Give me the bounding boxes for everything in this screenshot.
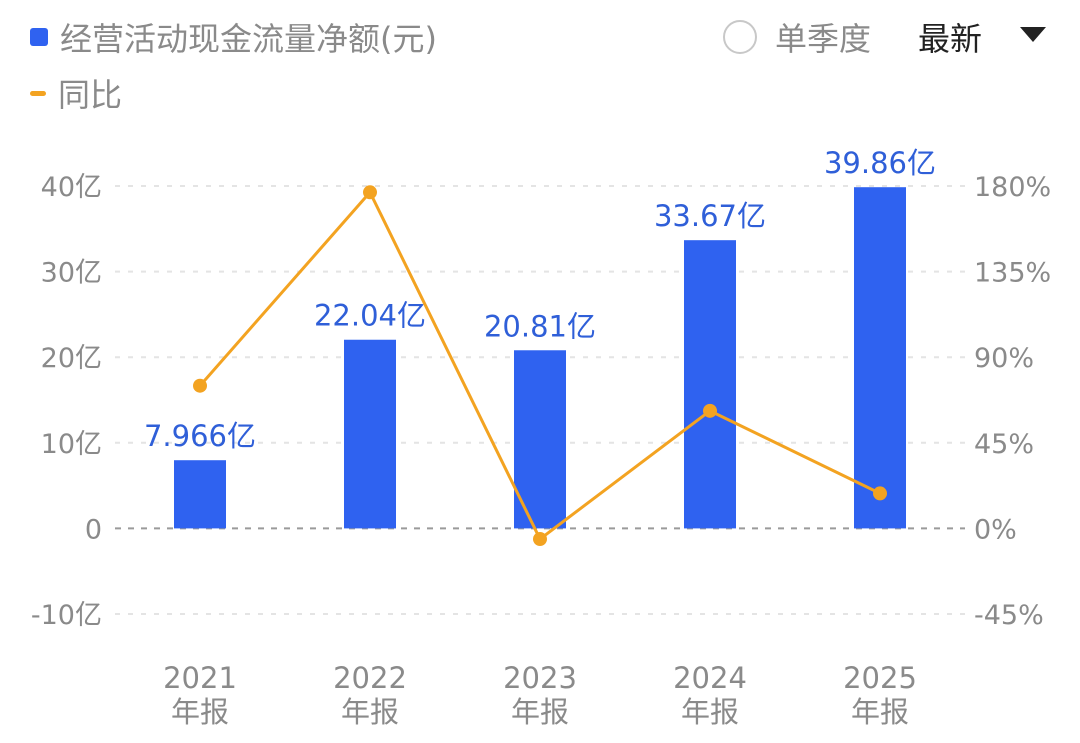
x-axis-year-label: 2024 bbox=[673, 661, 747, 695]
right-axis-tick-label: 180% bbox=[974, 172, 1051, 203]
x-axis-period-label: 年报 bbox=[511, 695, 569, 729]
bar-data-label: 22.04亿 bbox=[314, 299, 426, 333]
right-axis-tick-label: -45% bbox=[974, 600, 1044, 631]
chevron-down-icon[interactable] bbox=[1020, 27, 1046, 42]
x-axis-period-label: 年报 bbox=[171, 695, 229, 729]
yoy-point bbox=[873, 486, 887, 501]
bar bbox=[854, 187, 906, 529]
bar-data-label: 20.81亿 bbox=[484, 309, 596, 343]
right-axis-tick-label: 135% bbox=[974, 258, 1051, 289]
x-axis-period-label: 年报 bbox=[341, 695, 399, 729]
quarter-radio-button[interactable] bbox=[723, 20, 757, 54]
bar bbox=[514, 350, 566, 529]
legend-bar-label: 经营活动现金流量净额(元) bbox=[60, 20, 437, 58]
bar-data-label: 39.86亿 bbox=[824, 146, 936, 180]
legend-bar-swatch bbox=[30, 28, 48, 46]
left-axis-tick-label: -10亿 bbox=[31, 600, 102, 631]
x-axis-period-label: 年报 bbox=[681, 695, 739, 729]
x-axis-year-label: 2022 bbox=[333, 661, 407, 695]
left-axis-tick-label: 0 bbox=[85, 514, 102, 545]
yoy-point bbox=[193, 378, 207, 393]
bar bbox=[174, 460, 226, 529]
legend-line-label: 同比 bbox=[58, 76, 123, 114]
x-axis-period-label: 年报 bbox=[851, 695, 909, 729]
bar-data-label: 7.966亿 bbox=[144, 419, 256, 453]
yoy-point bbox=[703, 403, 717, 418]
x-axis-year-label: 2021 bbox=[163, 661, 237, 695]
left-axis-tick-label: 40亿 bbox=[41, 172, 102, 203]
left-axis-tick-label: 10亿 bbox=[41, 429, 102, 460]
bar-data-label: 33.67亿 bbox=[654, 199, 766, 233]
bar bbox=[684, 240, 736, 529]
period-select[interactable]: 最新 bbox=[918, 20, 983, 58]
left-axis-tick-label: 20亿 bbox=[41, 343, 102, 374]
yoy-point bbox=[363, 185, 377, 200]
x-axis-year-label: 2023 bbox=[503, 661, 577, 695]
x-axis-year-label: 2025 bbox=[843, 661, 917, 695]
legend-line-entry: 同比 bbox=[30, 70, 122, 116]
right-axis-tick-label: 0% bbox=[974, 514, 1017, 545]
right-axis-tick-label: 45% bbox=[974, 429, 1034, 460]
left-axis-tick-label: 30亿 bbox=[41, 258, 102, 289]
right-axis-tick-label: 90% bbox=[974, 343, 1034, 374]
legend-bar-entry: 经营活动现金流量净额(元) bbox=[30, 14, 437, 60]
bar bbox=[344, 339, 396, 529]
quarter-radio-label[interactable]: 单季度 bbox=[775, 20, 872, 58]
legend-line-swatch bbox=[30, 90, 46, 96]
yoy-point bbox=[533, 532, 547, 547]
